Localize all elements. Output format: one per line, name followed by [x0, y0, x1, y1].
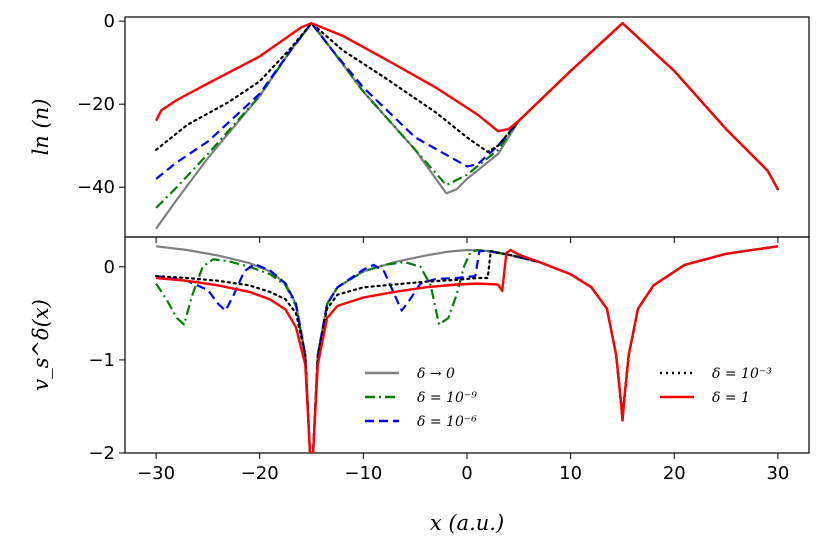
x-tick-label: −30 [137, 463, 175, 484]
bottom-y-tick-label: −1 [88, 350, 115, 371]
top-series-line-2 [155, 22, 779, 190]
top-series-line-3 [155, 22, 780, 191]
x-axis-label: x (a.u.) [430, 511, 504, 535]
bottom-y-axis-label: v_s^δ(x) [29, 299, 53, 391]
x-tick-label: 10 [559, 463, 582, 484]
top-y-axis-label: ln (n) [29, 99, 53, 156]
bottom-series-line-4 [155, 245, 779, 453]
x-tick-label: 0 [461, 463, 472, 484]
legend-label: δ = 10⁻⁹ [417, 390, 477, 406]
ticks-layer: −30 −20 −10 0 10 20 30 0 −20 −40 0 −1 −2 [77, 11, 789, 484]
top-y-tick-label: −40 [77, 177, 115, 198]
bottom-panel-lines [155, 245, 780, 453]
legend-label: δ = 10⁻³ [712, 366, 772, 382]
legend-label: δ = 10⁻⁶ [417, 414, 477, 430]
bottom-y-tick-label: 0 [104, 257, 115, 278]
x-tick-label: 30 [766, 463, 789, 484]
legend-label: δ → 0 [417, 366, 455, 382]
x-tick-label: −20 [241, 463, 279, 484]
top-panel-lines [155, 22, 780, 230]
plot-layer [155, 22, 780, 453]
top-y-tick-label: −20 [77, 94, 115, 115]
x-tick-label: −10 [344, 463, 382, 484]
top-series-line-0 [155, 22, 779, 230]
bottom-y-tick-label: −2 [88, 443, 115, 464]
x-tick-label: 20 [663, 463, 686, 484]
legend: δ → 0 δ = 10⁻⁹ δ = 10⁻⁶ δ = 10⁻³ δ = 1 [365, 366, 772, 430]
bottom-series-line-1 [155, 245, 779, 453]
top-panel-frame [124, 16, 810, 238]
top-series-line-4 [155, 22, 779, 190]
top-y-tick-label: 0 [104, 11, 115, 32]
legend-label: δ = 1 [712, 390, 750, 406]
